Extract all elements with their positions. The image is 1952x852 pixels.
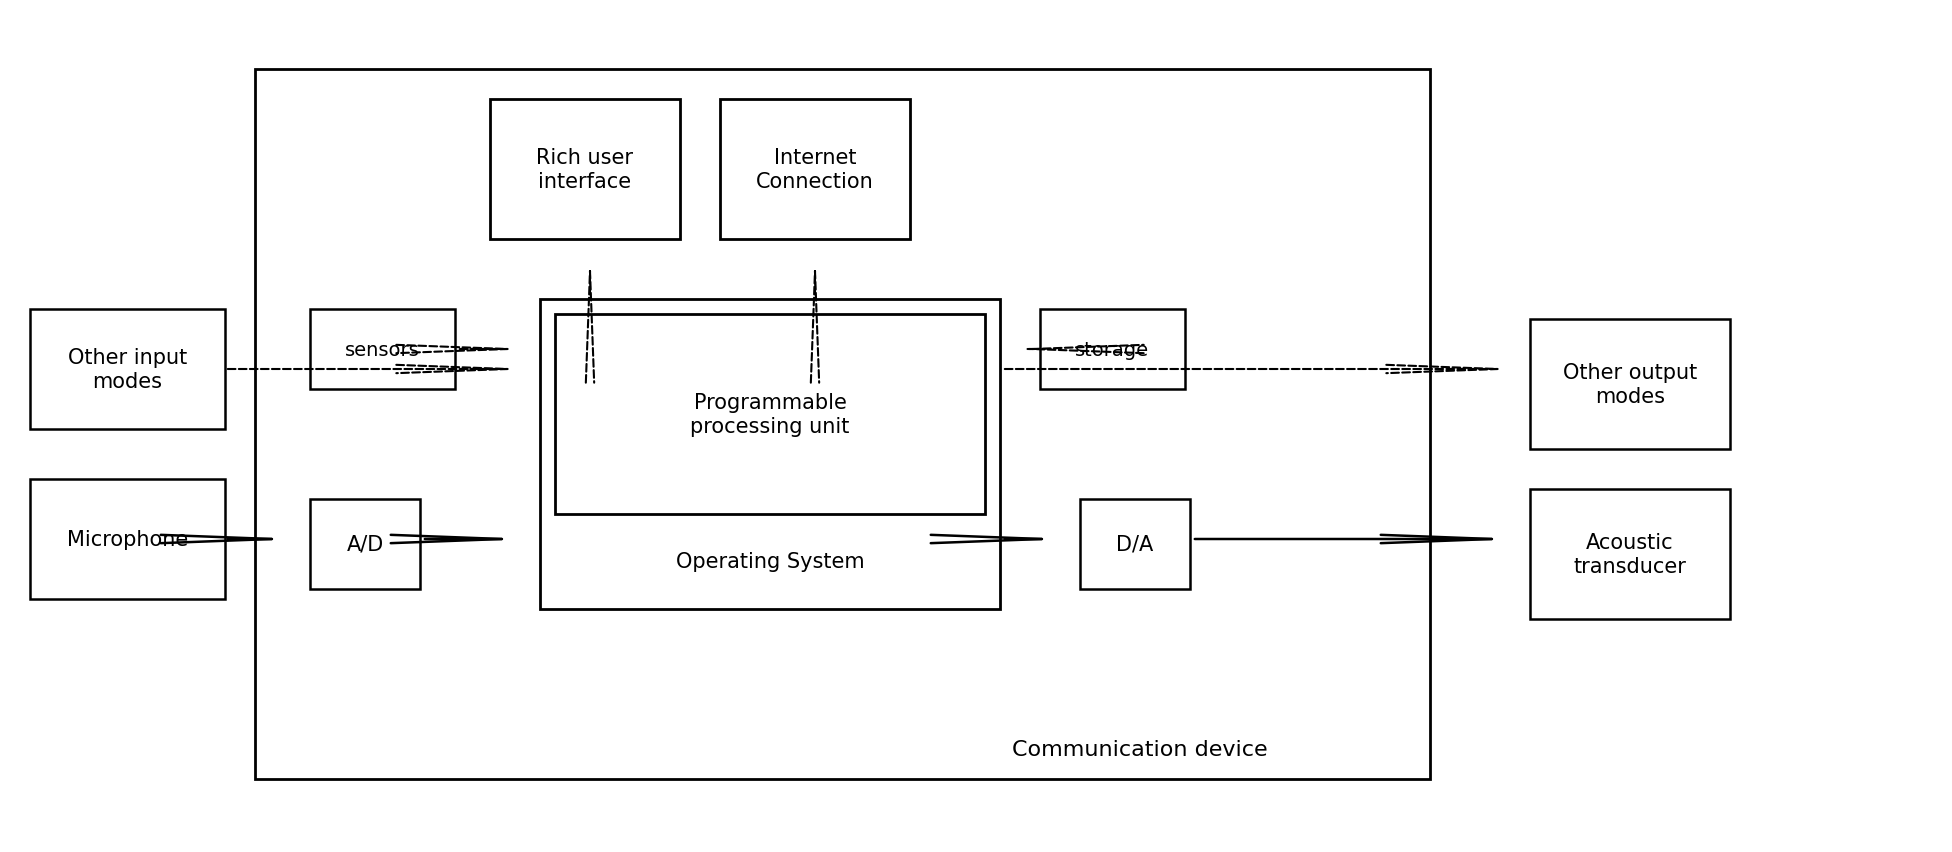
FancyBboxPatch shape (541, 300, 999, 609)
Text: Internet
Connection: Internet Connection (755, 148, 874, 192)
Text: sensors: sensors (346, 340, 420, 359)
Text: Programmable
processing unit: Programmable processing unit (691, 393, 849, 436)
Text: Operating System: Operating System (675, 552, 865, 572)
Text: Microphone: Microphone (66, 529, 187, 550)
Text: Acoustic
transducer: Acoustic transducer (1573, 532, 1687, 576)
FancyBboxPatch shape (310, 309, 455, 389)
Text: A/D: A/D (346, 534, 385, 555)
FancyBboxPatch shape (29, 309, 224, 429)
FancyBboxPatch shape (1530, 320, 1729, 450)
FancyBboxPatch shape (256, 70, 1431, 779)
Text: Other input
modes: Other input modes (68, 348, 187, 391)
Text: Communication device: Communication device (1013, 740, 1267, 759)
FancyBboxPatch shape (1079, 499, 1191, 590)
FancyBboxPatch shape (720, 100, 910, 239)
FancyBboxPatch shape (310, 499, 420, 590)
FancyBboxPatch shape (490, 100, 679, 239)
Text: D/A: D/A (1117, 534, 1154, 555)
FancyBboxPatch shape (554, 314, 986, 515)
FancyBboxPatch shape (1040, 309, 1185, 389)
Text: Other output
modes: Other output modes (1564, 363, 1696, 406)
FancyBboxPatch shape (29, 480, 224, 599)
FancyBboxPatch shape (1530, 489, 1729, 619)
Text: storage: storage (1076, 340, 1150, 359)
Text: Rich user
interface: Rich user interface (537, 148, 634, 192)
